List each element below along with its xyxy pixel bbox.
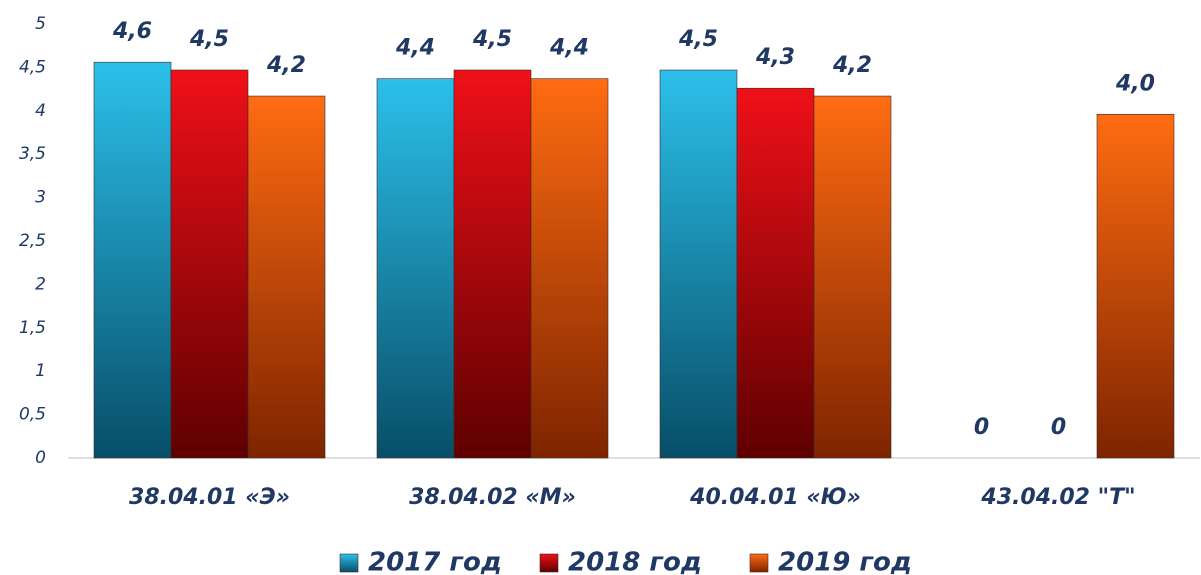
bar (453, 69, 532, 459)
y-tick-label: 0 (35, 448, 46, 468)
bar (247, 95, 326, 459)
legend-label: 2017 год (368, 548, 502, 575)
data-label: 0 (974, 415, 989, 440)
data-label: 4,5 (678, 27, 718, 52)
y-tick-label: 4 (35, 101, 46, 121)
legend-swatch (749, 553, 769, 573)
bar (736, 87, 815, 459)
data-label: 4,3 (755, 45, 795, 70)
bar (530, 78, 609, 459)
data-label: 4,5 (189, 27, 229, 52)
legend-swatch (339, 553, 359, 573)
data-label: 4,6 (112, 19, 152, 44)
x-tick-label: 43.04.02 "Т" (980, 485, 1135, 510)
y-tick-label: 2,5 (19, 231, 46, 251)
data-label: 4,0 (1115, 71, 1155, 96)
x-tick-label: 40.04.01 «Ю» (689, 485, 861, 510)
y-tick-label: 4,5 (19, 57, 46, 77)
data-label: 4,4 (549, 36, 589, 61)
legend-swatch (539, 553, 559, 573)
y-tick-label: 2 (35, 274, 46, 294)
data-label: 4,2 (266, 53, 306, 78)
y-tick-label: 0,5 (19, 405, 46, 425)
bar (170, 69, 249, 459)
bar (1096, 113, 1175, 459)
bar (813, 95, 892, 459)
bar (659, 69, 738, 459)
y-tick-label: 5 (35, 14, 46, 34)
data-label: 4,5 (472, 27, 512, 52)
y-tick-label: 1,5 (19, 318, 46, 338)
data-label: 0 (1051, 415, 1066, 440)
y-tick-label: 3,5 (19, 144, 46, 164)
data-label: 4,4 (395, 36, 435, 61)
bar (376, 78, 455, 459)
bar (93, 61, 172, 459)
x-tick-label: 38.04.02 «М» (409, 485, 576, 510)
x-tick-label: 38.04.01 «Э» (129, 485, 290, 510)
y-tick-label: 1 (35, 361, 46, 381)
y-tick-label: 3 (35, 188, 46, 208)
data-label: 4,2 (832, 53, 872, 78)
legend-label: 2018 год (568, 548, 702, 575)
legend-label: 2019 год (778, 548, 912, 575)
